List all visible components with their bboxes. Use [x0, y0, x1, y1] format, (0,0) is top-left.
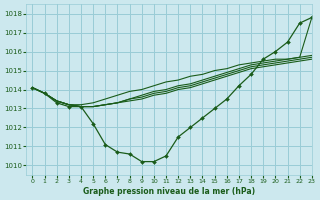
- X-axis label: Graphe pression niveau de la mer (hPa): Graphe pression niveau de la mer (hPa): [83, 187, 255, 196]
